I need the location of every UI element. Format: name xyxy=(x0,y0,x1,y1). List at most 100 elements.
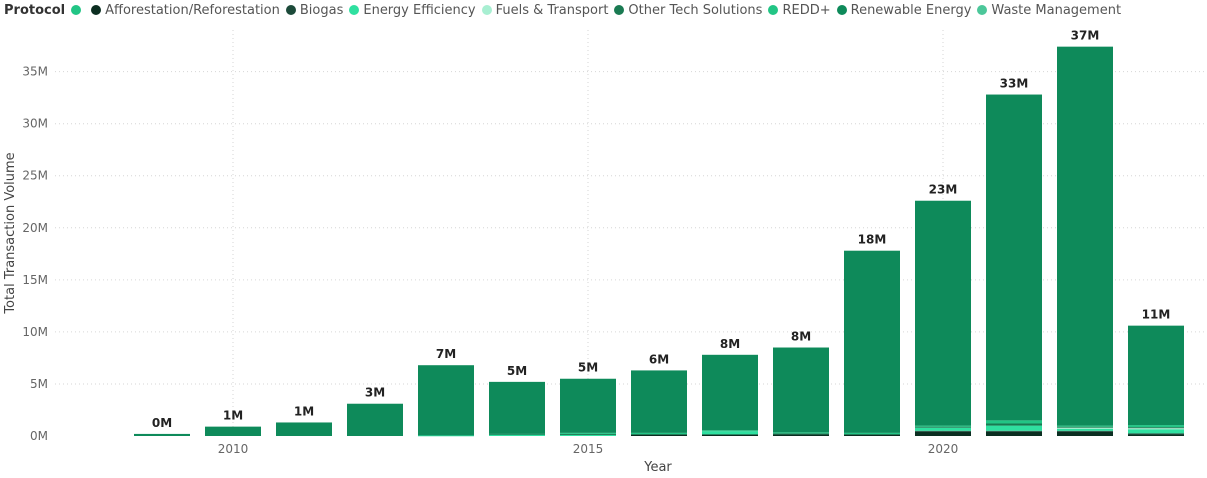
legend-label: Renewable Energy xyxy=(850,2,972,18)
y-tick-label: 35M xyxy=(22,65,48,79)
bar-segment xyxy=(773,432,829,434)
legend-dot-icon xyxy=(977,5,988,15)
y-tick-label: 30M xyxy=(22,117,48,131)
bar-segment xyxy=(560,378,616,433)
bar-segment xyxy=(986,420,1042,424)
bar-segment xyxy=(986,425,1042,431)
legend: Protocol Afforestation/Reforestation Bio… xyxy=(4,1,1127,19)
legend-title: Protocol xyxy=(4,2,66,18)
legend-item-energy-efficiency[interactable]: Energy Efficiency xyxy=(349,2,476,18)
y-tick-label: 20M xyxy=(22,221,48,235)
bar-segment xyxy=(205,426,261,436)
bar-segment xyxy=(1057,431,1113,436)
bar-segment xyxy=(347,403,403,436)
bar-segment xyxy=(915,430,971,432)
legend-item-redd[interactable]: REDD+ xyxy=(768,2,831,18)
y-tick-label: 10M xyxy=(22,325,48,339)
bar-segment xyxy=(773,434,829,436)
bar-total-label: 3M xyxy=(365,386,385,400)
y-axis-title: Total Transaction Volume xyxy=(3,152,18,314)
bar-segment xyxy=(702,354,758,431)
bar-segment xyxy=(844,250,900,433)
x-tick-label: 2020 xyxy=(928,442,959,456)
legend-item-other-tech[interactable]: Other Tech Solutions xyxy=(614,3,762,18)
bar-segment xyxy=(418,365,474,436)
x-tick-label: 2015 xyxy=(573,442,604,456)
bar-segment xyxy=(1128,428,1184,430)
bar-total-label: 1M xyxy=(294,404,314,418)
legend-dot-icon xyxy=(768,5,779,15)
data-labels: 0M 1M 1M 3M 7M 5M 5M 6M 8M 8M 18M 23M 33M 37M 11M xyxy=(152,29,1170,430)
legend-lead-marker xyxy=(71,5,85,15)
legend-lead-dot-icon xyxy=(71,5,82,15)
bar-segment xyxy=(276,422,332,436)
bar-segment xyxy=(1057,426,1113,428)
legend-item-renewable-energy[interactable]: Renewable Energy xyxy=(836,2,972,18)
bar-total-label: 23M xyxy=(929,183,958,197)
bar-segment xyxy=(1057,428,1113,431)
bar-total-label: 33M xyxy=(1000,77,1029,91)
legend-label: Fuels & Transport xyxy=(495,2,609,18)
bar-total-label: 5M xyxy=(507,364,527,378)
bar-segment xyxy=(702,434,758,436)
bar-segment xyxy=(1128,433,1184,435)
legend-item-biogas[interactable]: Biogas xyxy=(285,2,344,18)
legend-label: Other Tech Solutions xyxy=(628,2,763,18)
y-tick-label: 15M xyxy=(22,273,48,287)
bar-total-label: 0M xyxy=(152,416,172,430)
bar-segment xyxy=(134,433,190,436)
bar-segment xyxy=(702,431,758,435)
bar-segment xyxy=(915,427,971,431)
bar-segment xyxy=(631,370,687,433)
bar-segment xyxy=(1057,46,1113,426)
bar-segment xyxy=(1057,425,1113,427)
legend-dot-icon xyxy=(614,5,625,15)
bar-segment xyxy=(1128,429,1184,434)
bar-segment xyxy=(1128,425,1184,428)
bar-segment xyxy=(560,433,616,435)
bar-segment xyxy=(773,433,829,435)
axes: 0M 5M 10M 15M 20M 25M 30M 35M 2010 2015 2020 xyxy=(22,65,958,456)
bar-segment xyxy=(844,432,900,435)
bar-segment xyxy=(418,435,474,437)
legend-item-waste-management[interactable]: Waste Management xyxy=(977,3,1121,18)
legend-label: Waste Management xyxy=(991,2,1122,18)
bar-segment xyxy=(1057,430,1113,432)
bar-segment xyxy=(986,430,1042,432)
bar-total-label: 11M xyxy=(1142,308,1171,322)
bar-total-label: 7M xyxy=(436,347,456,361)
bar-segment xyxy=(773,347,829,433)
bar-segment xyxy=(915,426,971,428)
bar-total-label: 18M xyxy=(858,233,887,247)
legend-dot-icon xyxy=(836,5,847,15)
legend-label: Biogas xyxy=(299,2,344,18)
bar-segment xyxy=(560,432,616,434)
legend-item-afforestation[interactable]: Afforestation/Reforestation xyxy=(91,3,280,18)
bar-segment xyxy=(631,434,687,436)
bar-segment xyxy=(631,432,687,435)
x-axis-title: Year xyxy=(643,460,672,475)
bar-segment xyxy=(986,431,1042,436)
bar-segment xyxy=(489,381,545,434)
bar-segment xyxy=(702,430,758,432)
bar-total-label: 5M xyxy=(578,361,598,375)
bar-total-label: 8M xyxy=(720,337,740,351)
legend-dot-icon xyxy=(91,5,102,15)
bar-segment xyxy=(560,434,616,436)
legend-label: Energy Efficiency xyxy=(363,2,476,18)
bar-segment xyxy=(489,433,545,435)
legend-item-fuels-transport[interactable]: Fuels & Transport xyxy=(481,2,609,18)
bar-total-label: 6M xyxy=(649,352,669,366)
bars xyxy=(134,46,1184,437)
y-tick-label: 0M xyxy=(30,429,48,443)
bar-segment xyxy=(1057,427,1113,429)
bar-segment xyxy=(986,94,1042,421)
bar-segment xyxy=(986,423,1042,426)
y-tick-label: 25M xyxy=(22,169,48,183)
bar-segment xyxy=(915,200,971,426)
legend-label: Afforestation/Reforestation xyxy=(105,2,280,18)
bar-segment xyxy=(1128,427,1184,429)
legend-dot-icon xyxy=(481,5,492,15)
legend-label: REDD+ xyxy=(782,2,831,18)
bar-segment xyxy=(489,434,545,436)
